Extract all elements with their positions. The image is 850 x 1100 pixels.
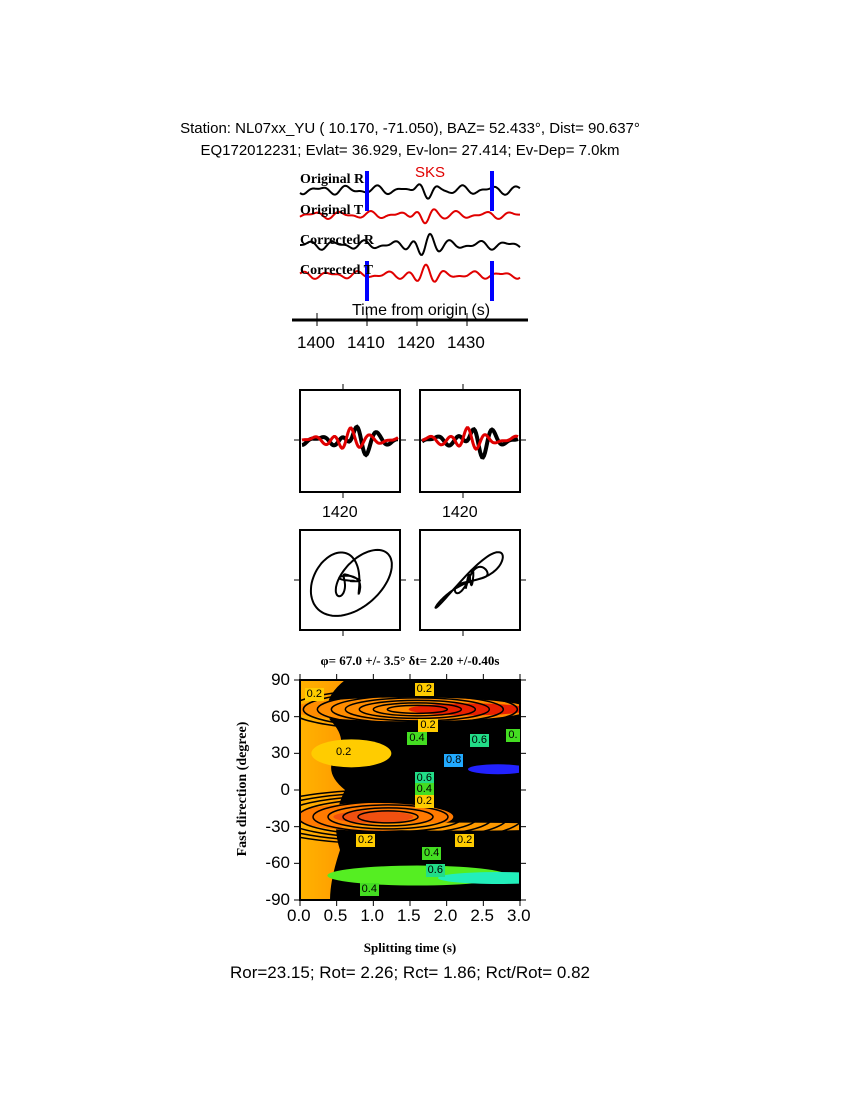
misfit-region (333, 810, 414, 823)
splitting-xtick-label: 0.5 (323, 906, 348, 925)
waveform-xtick-label: 1410 (347, 333, 385, 352)
contour-line (358, 699, 477, 720)
contour-label: 0. (506, 729, 520, 743)
splitting-ytick-label: 90 (271, 670, 290, 689)
trace-corrected-t (299, 263, 521, 283)
contour-field (300, 680, 520, 900)
footer-stats: Ror=23.15; Rot= 2.26; Rct= 1.86; Rct/Rot… (229, 963, 591, 982)
contour-line (342, 807, 434, 827)
contour-line (357, 810, 419, 824)
splitting-ytick-label: 60 (271, 706, 290, 726)
splitting-ytick-label: -60 (265, 853, 290, 873)
splitting-ytick-label: -90 (265, 890, 290, 909)
splitting-title: φ= 67.0 +/- 3.5° δt= 2.20 +/-0.40s (320, 653, 500, 668)
contour-label: 0.2 (414, 682, 434, 696)
contour-line (300, 795, 494, 839)
particle-motion-path (309, 548, 393, 617)
contour-line (300, 792, 509, 842)
splitting-ytick-label: -30 (265, 816, 290, 836)
contour-label: 0.6 (469, 734, 489, 748)
contour-line (300, 798, 479, 836)
trace-original-t (299, 208, 520, 225)
contour-line (372, 702, 463, 717)
slow-component (301, 426, 399, 450)
contour-label: 0.2 (414, 795, 434, 809)
splitting-xtick-label: 3.0 (507, 906, 531, 925)
trace-label-original-t: Original T (300, 203, 364, 218)
splitting-ytick-label: 30 (271, 743, 290, 763)
slow-component (421, 426, 519, 451)
waveform-xtick-label: 1420 (397, 333, 435, 352)
phase-label: SKS (415, 164, 446, 181)
contour-label: 0.6 (425, 863, 445, 877)
trace-label-original-r: Original R (300, 172, 365, 187)
trace-label-corrected-r: Corrected R (300, 233, 374, 248)
waveform-xtick-label: 1400 (297, 333, 335, 352)
splitting-xtick-label: 1.5 (397, 906, 421, 925)
event-info: EQ172012231; Evlat= 36.929, Ev-lon= 27.4… (200, 142, 620, 159)
trace-corrected-r (300, 232, 521, 256)
contour-label: 0.4 (359, 883, 379, 897)
low-misfit-band (300, 680, 345, 900)
trace-label-corrected-t: Corrected T (300, 263, 373, 278)
contour-label: 0.2 (304, 687, 324, 701)
contour-label: 0.2 (418, 719, 438, 733)
contour-label: 0.2 (334, 746, 354, 760)
contour-label: 0.2 (356, 834, 376, 848)
contour-label: 0.4 (407, 731, 427, 745)
station-info: Station: NL07xx_YU ( 10.170, -71.050), B… (180, 120, 640, 137)
component-panel-2 (419, 389, 521, 493)
contour-label: 0.8 (444, 753, 464, 767)
contour-line (344, 697, 491, 722)
contour-line (300, 789, 520, 845)
contour-label: 0.4 (414, 783, 434, 796)
component-panel-1 (299, 389, 401, 493)
splitting-ylabel: Fast direction (degree) (235, 721, 250, 857)
waveform-xlabel: Time from origin (s) (352, 302, 491, 319)
splitting-ytick-label: 0 (280, 780, 290, 799)
waveform-xtick-label: 1430 (447, 333, 485, 352)
contour-label: 0.4 (422, 846, 442, 860)
splitting-xlabel: Splitting time (s) (363, 940, 457, 955)
misfit-region (438, 872, 520, 884)
contour-line (312, 801, 464, 833)
panel2-xtick: 1420 (442, 504, 478, 521)
contour-label: 0.6 (414, 772, 434, 785)
splitting-xtick-label: 2.0 (433, 906, 458, 925)
contour-line (327, 804, 449, 830)
trace-original-r (299, 183, 521, 200)
contour-line (386, 704, 449, 715)
splitting-xtick-label: 1.0 (360, 906, 384, 925)
contour-label: 0.2 (455, 834, 475, 848)
misfit-region (468, 764, 520, 775)
splitting-xtick-label: 2.5 (470, 906, 494, 925)
panel1-xtick: 1420 (322, 504, 358, 521)
splitting-xtick-label: 0.0 (287, 906, 311, 925)
particle-motion-path (434, 551, 504, 609)
